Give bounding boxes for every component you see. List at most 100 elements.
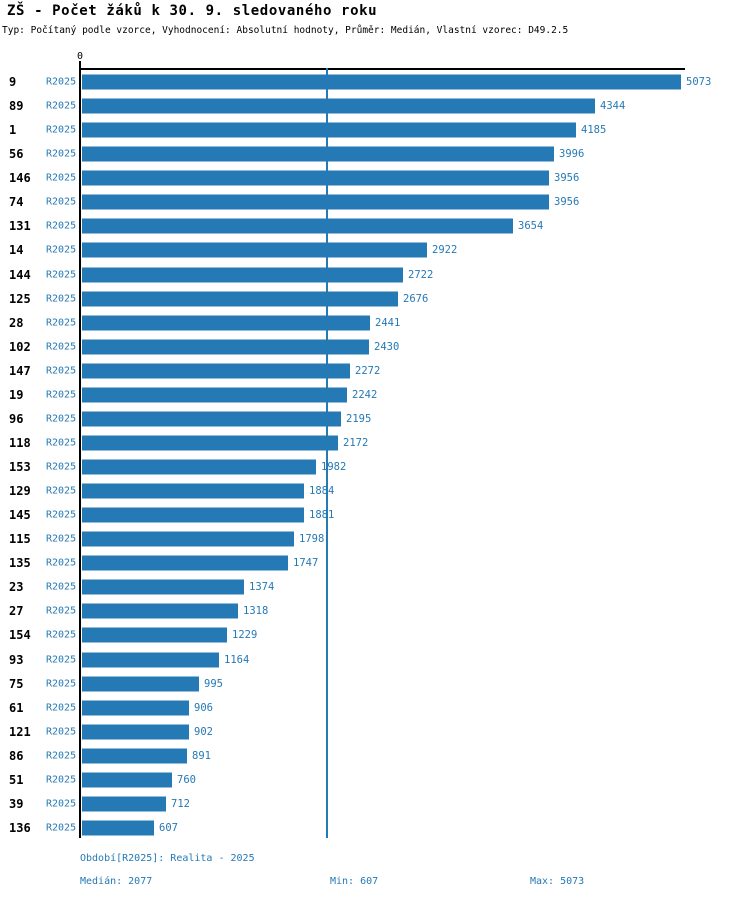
- bar: [82, 363, 350, 379]
- bar-row: 39 R2025 712: [0, 792, 750, 816]
- bar-value-label: 3956: [554, 196, 580, 209]
- row-series-label: R2025: [46, 317, 77, 329]
- bar-value-label: 906: [194, 701, 213, 714]
- bar-value-label: 2676: [403, 292, 429, 305]
- bar-value-label: 2272: [355, 364, 381, 377]
- row-index-label: 146: [9, 171, 31, 186]
- bar-row: 153 R2025 1982: [0, 455, 750, 479]
- bar-value-label: 995: [204, 677, 223, 690]
- row-index-label: 129: [9, 484, 31, 499]
- row-series-label: R2025: [46, 702, 77, 714]
- bar-row: 93 R2025 1164: [0, 648, 750, 672]
- bar-value-label: 2172: [343, 436, 369, 449]
- bar: [82, 146, 554, 162]
- row-series-label: R2025: [46, 750, 77, 762]
- bar-value-label: 3654: [518, 220, 544, 233]
- bar: [82, 676, 199, 692]
- row-index-label: 96: [9, 411, 24, 426]
- x-axis-tick: [79, 61, 81, 68]
- bar-row: 74 R2025 3956: [0, 190, 750, 214]
- row-series-label: R2025: [46, 413, 77, 425]
- bar: [82, 170, 549, 186]
- y-axis-line: [79, 68, 81, 838]
- bar: [82, 218, 513, 234]
- x-axis-line: [79, 68, 685, 70]
- bar-value-label: 2922: [432, 244, 458, 257]
- bar: [82, 531, 294, 547]
- bar-row: 9 R2025 5073: [0, 70, 750, 94]
- bar: [82, 700, 189, 716]
- bar-value-label: 2722: [408, 268, 434, 281]
- row-series-label: R2025: [46, 485, 77, 497]
- bar-row: 115 R2025 1798: [0, 527, 750, 551]
- bar-row: 147 R2025 2272: [0, 359, 750, 383]
- row-series-label: R2025: [46, 100, 77, 112]
- bar-row: 96 R2025 2195: [0, 407, 750, 431]
- row-index-label: 14: [9, 243, 24, 258]
- bar-row: 89 R2025 4344: [0, 94, 750, 118]
- bar-value-label: 760: [177, 773, 196, 786]
- bar-value-label: 902: [194, 725, 213, 738]
- row-index-label: 9: [9, 75, 17, 90]
- row-index-label: 154: [9, 628, 31, 643]
- row-index-label: 102: [9, 339, 31, 354]
- row-series-label: R2025: [46, 798, 77, 810]
- bar: [82, 459, 316, 475]
- bar-value-label: 607: [159, 821, 178, 834]
- bar-row: 75 R2025 995: [0, 672, 750, 696]
- row-index-label: 86: [9, 748, 24, 763]
- bar-rows: 9 R2025 5073 89 R2025 4344 1 R2025 4185 …: [0, 70, 750, 840]
- row-index-label: 144: [9, 267, 31, 282]
- row-index-label: 23: [9, 580, 24, 595]
- row-index-label: 19: [9, 387, 24, 402]
- bar: [82, 652, 219, 668]
- bar-row: 61 R2025 906: [0, 696, 750, 720]
- row-index-label: 136: [9, 820, 31, 835]
- bar-row: 145 R2025 1881: [0, 503, 750, 527]
- bar-value-label: 1229: [232, 629, 258, 642]
- bar: [82, 748, 187, 764]
- row-index-label: 118: [9, 435, 31, 450]
- bar: [82, 387, 347, 403]
- row-series-label: R2025: [46, 654, 77, 666]
- bar-value-label: 2430: [374, 340, 400, 353]
- row-series-label: R2025: [46, 244, 77, 256]
- bar-row: 86 R2025 891: [0, 744, 750, 768]
- row-series-label: R2025: [46, 220, 77, 232]
- bar-value-label: 891: [192, 749, 211, 762]
- row-series-label: R2025: [46, 533, 77, 545]
- bar-value-label: 1374: [249, 581, 275, 594]
- stat-max: Max: 5073: [530, 876, 585, 887]
- row-index-label: 121: [9, 724, 31, 739]
- bar-value-label: 5073: [686, 76, 712, 89]
- bar-row: 118 R2025 2172: [0, 431, 750, 455]
- bar: [82, 603, 238, 619]
- bar: [82, 98, 595, 114]
- row-index-label: 145: [9, 508, 31, 523]
- row-index-label: 131: [9, 219, 31, 234]
- bar-value-label: 1881: [309, 509, 335, 522]
- row-series-label: R2025: [46, 557, 77, 569]
- row-index-label: 135: [9, 556, 31, 571]
- bar: [82, 435, 338, 451]
- row-index-label: 51: [9, 772, 24, 787]
- row-series-label: R2025: [46, 293, 77, 305]
- bar-row: 131 R2025 3654: [0, 214, 750, 238]
- bar-value-label: 4185: [581, 124, 607, 137]
- bar: [82, 74, 681, 90]
- bar: [82, 339, 369, 355]
- row-index-label: 125: [9, 291, 31, 306]
- bar-value-label: 1884: [309, 485, 335, 498]
- row-series-label: R2025: [46, 581, 77, 593]
- row-series-label: R2025: [46, 389, 77, 401]
- row-series-label: R2025: [46, 76, 77, 88]
- bar-row: 1 R2025 4185: [0, 118, 750, 142]
- bar-value-label: 2195: [346, 412, 372, 425]
- bar: [82, 267, 403, 283]
- row-series-label: R2025: [46, 678, 77, 690]
- row-index-label: 27: [9, 604, 24, 619]
- row-index-label: 153: [9, 460, 31, 475]
- bar-row: 51 R2025 760: [0, 768, 750, 792]
- row-index-label: 75: [9, 676, 24, 691]
- row-index-label: 28: [9, 315, 24, 330]
